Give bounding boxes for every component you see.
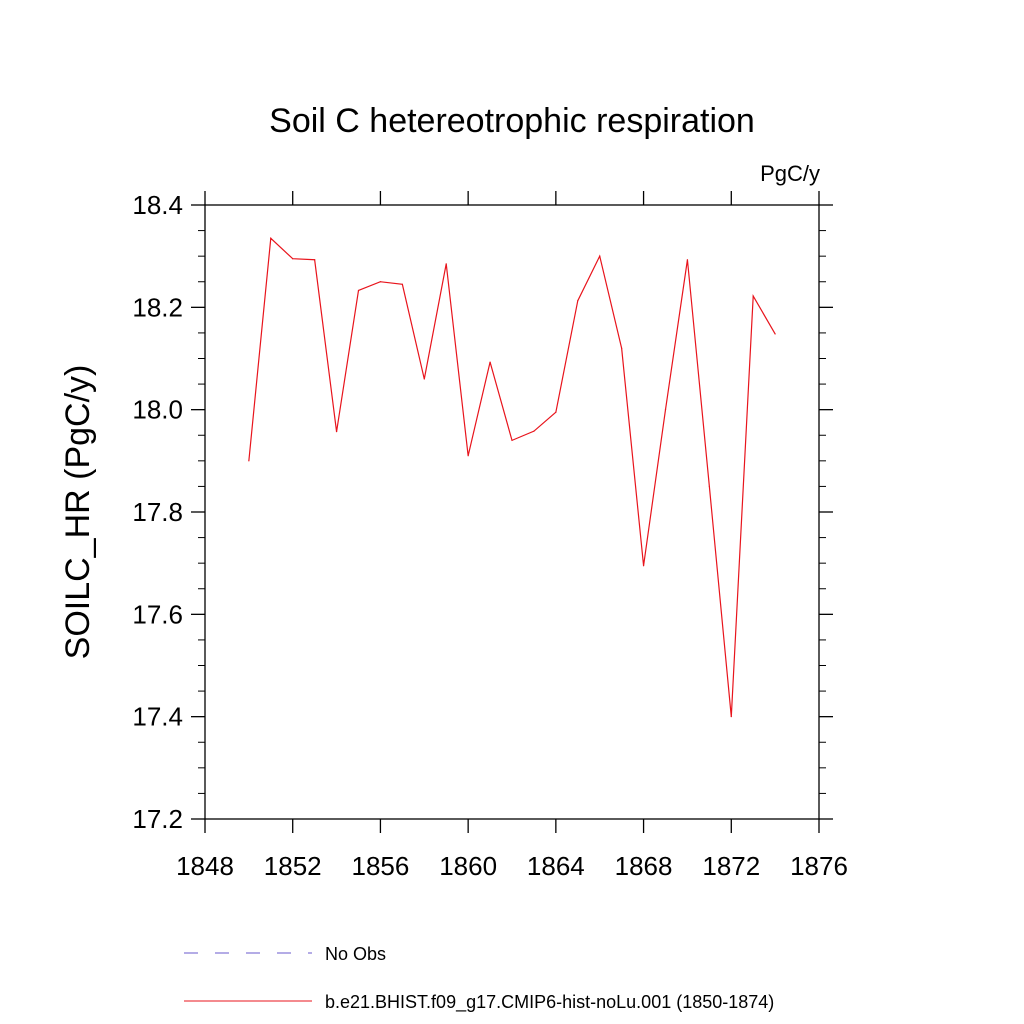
data-point xyxy=(533,430,535,432)
data-point xyxy=(774,333,776,335)
legend: No Obs b.e21.BHIST.f09_g17.CMIP6-hist-no… xyxy=(184,944,774,1013)
data-point xyxy=(423,378,425,380)
x-tick-label: 1852 xyxy=(264,851,322,881)
y-tick-label: 18.0 xyxy=(132,395,183,425)
y-tick-label: 17.2 xyxy=(132,804,183,834)
data-point xyxy=(270,237,272,239)
y-axis-label: SOILC_HR (PgC/y) xyxy=(59,365,97,660)
data-point xyxy=(730,716,732,718)
data-point xyxy=(642,565,645,567)
data-point xyxy=(511,439,513,441)
data-point xyxy=(357,289,360,292)
data-point xyxy=(664,409,667,411)
y-tick-label: 18.2 xyxy=(132,292,183,322)
data-point xyxy=(248,460,250,462)
y-tick-label: 17.4 xyxy=(132,702,183,732)
x-tick-label: 1860 xyxy=(439,851,497,881)
x-axis-ticks: 1848 1852 1856 1860 1864 1868 1872 1876 xyxy=(176,191,848,881)
data-point xyxy=(335,431,338,433)
data-point xyxy=(489,361,491,363)
y-tick-label: 17.8 xyxy=(132,497,183,527)
y-tick-label: 17.6 xyxy=(132,599,183,629)
y-axis-ticks: 17.2 17.4 17.6 17.8 18.0 18.2 18.4 xyxy=(132,190,833,834)
data-point xyxy=(752,295,754,297)
data-point xyxy=(577,300,579,302)
x-tick-label: 1872 xyxy=(702,851,760,881)
series-layer xyxy=(248,236,776,718)
x-tick-label: 1848 xyxy=(176,851,234,881)
data-point xyxy=(379,281,382,283)
data-point xyxy=(686,259,689,261)
y-tick-label: 18.4 xyxy=(132,190,183,220)
x-tick-label: 1868 xyxy=(615,851,673,881)
legend-label-model: b.e21.BHIST.f09_g17.CMIP6-hist-noLu.001 … xyxy=(325,992,774,1013)
data-point xyxy=(555,411,557,413)
x-tick-label: 1876 xyxy=(790,851,848,881)
x-tick-label: 1856 xyxy=(352,851,410,881)
series-line xyxy=(248,236,776,717)
data-point xyxy=(621,347,623,349)
legend-label-no-obs: No Obs xyxy=(325,944,386,964)
data-point xyxy=(708,485,710,488)
chart-title: Soil C hetereotrophic respiration xyxy=(269,102,755,140)
plot-frame xyxy=(204,204,820,820)
data-point xyxy=(292,258,294,260)
x-tick-label: 1864 xyxy=(527,851,585,881)
units-label: PgC/y xyxy=(760,161,820,186)
data-point xyxy=(445,263,447,265)
data-point xyxy=(599,255,601,257)
data-point xyxy=(314,259,316,261)
data-point xyxy=(467,455,469,457)
data-point xyxy=(401,283,403,285)
